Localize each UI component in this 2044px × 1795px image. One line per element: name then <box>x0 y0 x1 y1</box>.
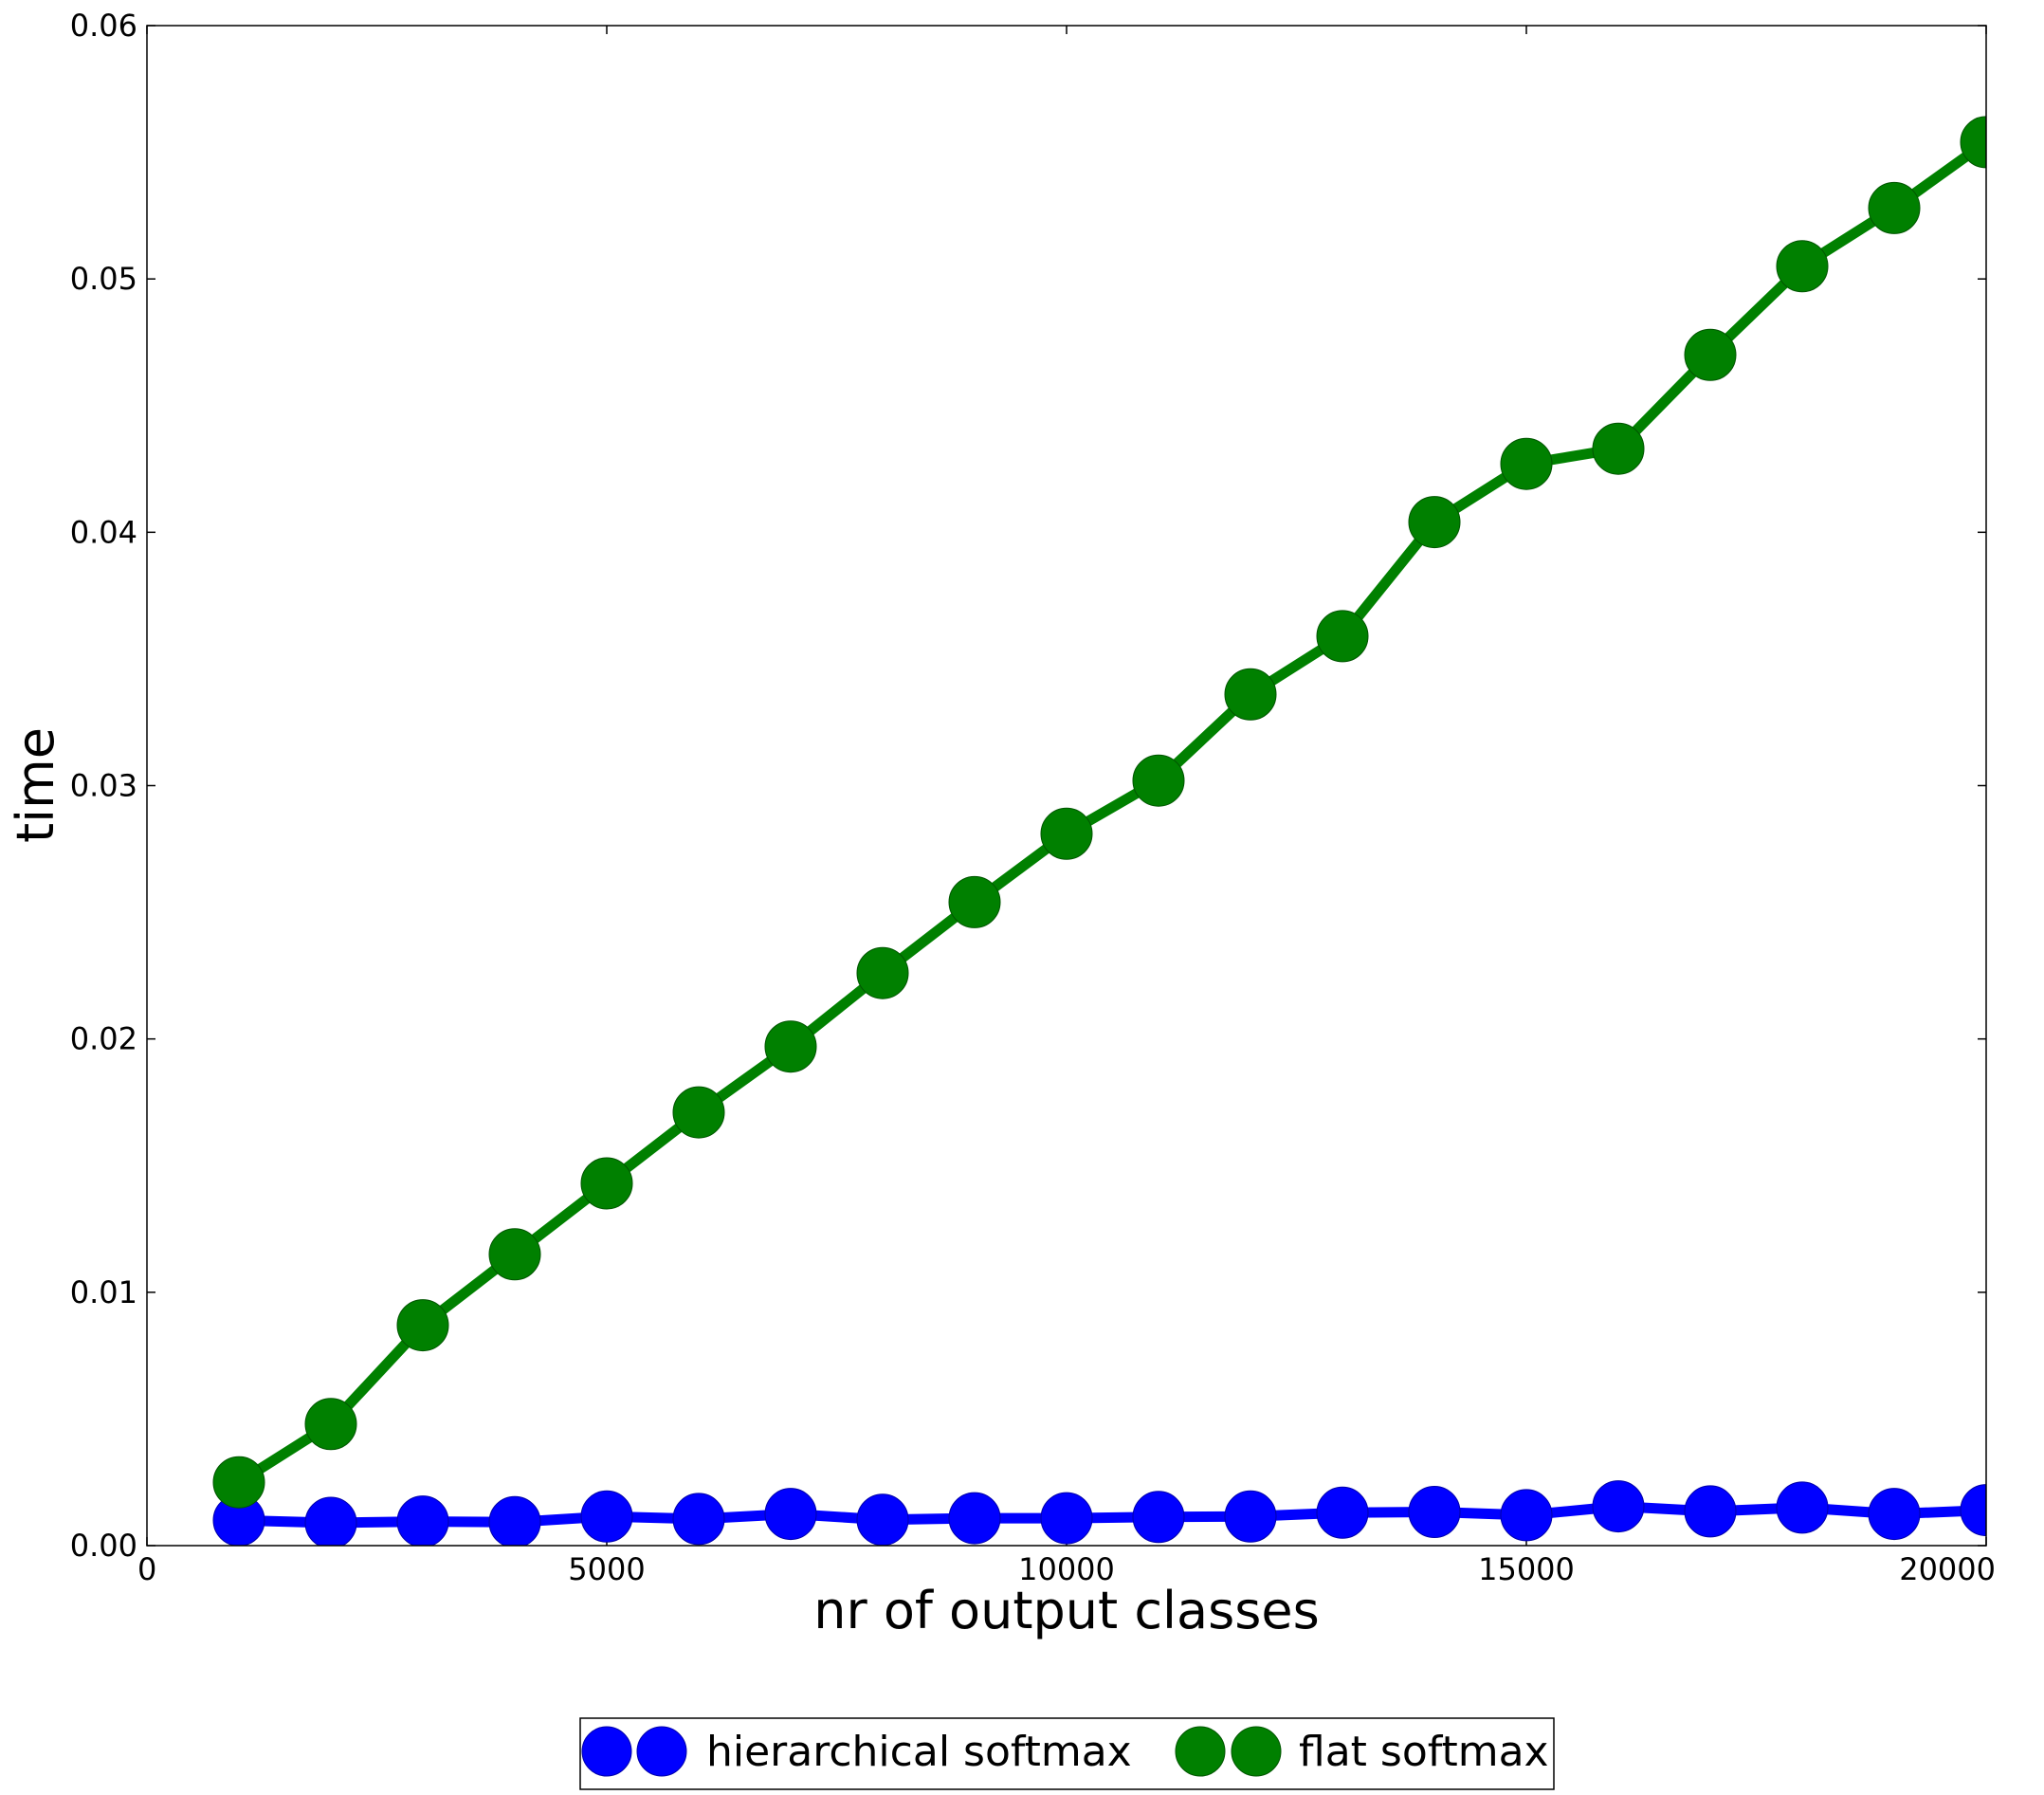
data-point-flat-softmax <box>396 1299 449 1352</box>
y-tick-label: 0.04 <box>70 514 137 550</box>
data-point-hierarchical-softmax <box>948 1492 1001 1545</box>
data-point-flat-softmax <box>1316 610 1369 663</box>
data-point-hierarchical-softmax <box>1408 1486 1461 1538</box>
x-tick-label: 10000 <box>1018 1551 1115 1587</box>
data-point-hierarchical-softmax <box>1960 1484 1986 1537</box>
data-point-hierarchical-softmax <box>1132 1491 1185 1544</box>
x-axis-title: nr of output classes <box>813 1581 1320 1640</box>
data-point-flat-softmax <box>1960 116 1986 169</box>
plot-frame <box>146 25 1987 1547</box>
data-point-flat-softmax <box>1776 240 1829 293</box>
y-axis-title: time <box>6 727 65 843</box>
data-point-flat-softmax <box>1592 422 1645 475</box>
legend-frame <box>579 1717 1555 1790</box>
legend: hierarchical softmax flat softmax <box>579 1717 1555 1790</box>
data-point-flat-softmax <box>1408 496 1461 549</box>
data-point-hierarchical-softmax <box>1868 1488 1921 1541</box>
data-point-flat-softmax <box>672 1086 725 1139</box>
x-tick-label: 15000 <box>1478 1551 1575 1587</box>
data-point-hierarchical-softmax <box>1224 1490 1277 1543</box>
x-tick-label: 5000 <box>568 1551 645 1587</box>
data-point-hierarchical-softmax <box>764 1488 817 1541</box>
data-point-hierarchical-softmax <box>672 1493 725 1546</box>
legend-marker-flat-softmax <box>1175 1726 1226 1777</box>
data-point-hierarchical-softmax <box>856 1493 909 1546</box>
data-point-flat-softmax <box>948 875 1001 928</box>
x-tick-label: 0 <box>137 1551 156 1587</box>
data-point-hierarchical-softmax <box>1684 1485 1737 1538</box>
data-point-hierarchical-softmax <box>1500 1489 1553 1542</box>
data-point-hierarchical-softmax <box>396 1495 449 1546</box>
x-tick-label: 20000 <box>1899 1551 1996 1587</box>
legend-label-hierarchical-softmax: hierarchical softmax <box>706 1728 1132 1776</box>
y-tick-label: 0.00 <box>70 1528 137 1564</box>
data-point-hierarchical-softmax <box>1592 1480 1645 1533</box>
y-tick-label: 0.05 <box>70 261 137 297</box>
data-point-flat-softmax <box>488 1228 541 1281</box>
legend-marker-flat-softmax <box>1231 1726 1282 1777</box>
legend-marker-hierarchical-softmax <box>636 1726 687 1777</box>
data-point-hierarchical-softmax <box>1316 1486 1369 1539</box>
data-point-hierarchical-softmax <box>488 1495 541 1546</box>
data-point-flat-softmax <box>764 1020 817 1073</box>
y-tick-label: 0.02 <box>70 1021 137 1057</box>
data-point-flat-softmax <box>1132 754 1185 807</box>
legend-entry-flat-softmax: flat softmax <box>1175 1726 1549 1777</box>
data-point-flat-softmax <box>1040 807 1093 860</box>
legend-marker-hierarchical-softmax <box>581 1726 632 1777</box>
y-tick-label: 0.01 <box>70 1274 137 1310</box>
y-tick-label: 0.06 <box>70 8 137 44</box>
data-point-hierarchical-softmax <box>1040 1492 1093 1545</box>
y-tick-label: 0.03 <box>70 768 137 804</box>
data-point-hierarchical-softmax <box>580 1490 633 1543</box>
data-point-hierarchical-softmax <box>1776 1481 1829 1534</box>
legend-entry-hierarchical-softmax: hierarchical softmax <box>581 1726 1132 1777</box>
data-point-flat-softmax <box>1500 437 1553 490</box>
data-point-flat-softmax <box>1868 181 1921 234</box>
axis-ticks: 0 5000 10000 15000 20000 0.00 0.01 0.02 0.03 0.04… <box>70 8 1996 1587</box>
data-point-flat-softmax <box>1684 328 1737 381</box>
data-point-flat-softmax <box>212 1456 265 1509</box>
plot-area <box>212 116 1986 1546</box>
data-point-flat-softmax <box>856 946 909 999</box>
data-point-flat-softmax <box>580 1157 633 1210</box>
data-point-flat-softmax <box>1224 668 1277 721</box>
data-point-hierarchical-softmax <box>304 1496 357 1546</box>
legend-label-flat-softmax: flat softmax <box>1299 1728 1549 1776</box>
data-point-flat-softmax <box>304 1398 357 1451</box>
